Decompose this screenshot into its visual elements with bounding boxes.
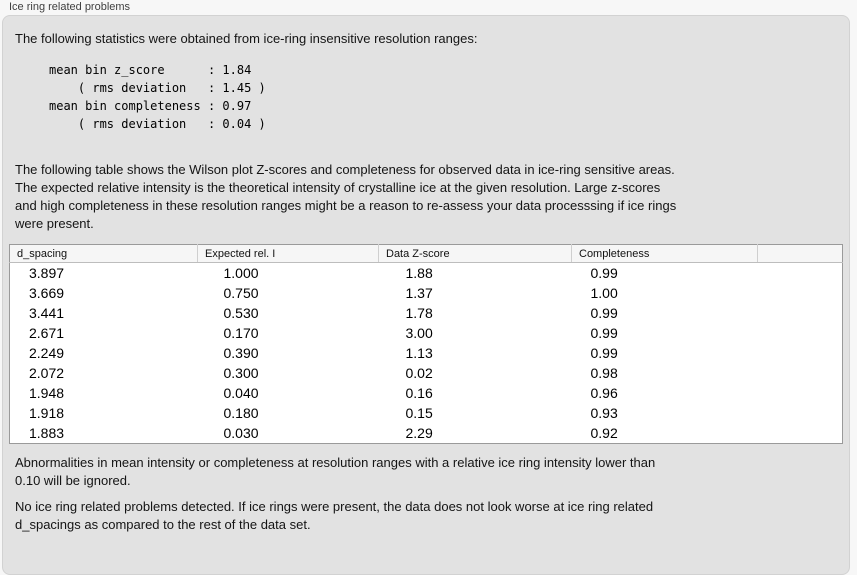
table-cell: 0.300	[223, 365, 259, 381]
intro-text: The following statistics were obtained f…	[15, 31, 478, 46]
table-cell: 0.040	[223, 385, 259, 401]
table-row[interactable]: 1.948 0.040 0.16 0.96	[10, 383, 843, 403]
ice-ring-panel: The following statistics were obtained f…	[2, 15, 850, 575]
table-cell: 0.93	[590, 405, 618, 421]
table-row[interactable]: 2.671 0.170 3.00 0.99	[10, 323, 843, 343]
column-header-expected-rel-i[interactable]: Expected rel. I	[197, 244, 379, 263]
table-cell	[758, 403, 843, 423]
table-cell	[758, 363, 843, 383]
table-cell: 0.530	[223, 305, 259, 321]
table-cell: 1.000	[223, 265, 259, 281]
table-cell: 0.96	[590, 385, 618, 401]
table-cell: 0.030	[223, 425, 259, 441]
table-cell: 3.897	[29, 265, 65, 281]
table-cell: 2.29	[405, 425, 433, 441]
table-cell: 0.170	[223, 325, 259, 341]
table-cell: 2.249	[29, 345, 65, 361]
table-row[interactable]: 2.249 0.390 1.13 0.99	[10, 343, 843, 363]
table-cell	[758, 423, 843, 444]
table-cell: 1.00	[590, 285, 618, 301]
table-row[interactable]: 2.072 0.300 0.02 0.98	[10, 363, 843, 383]
table-cell	[758, 343, 843, 363]
table-cell: 0.99	[590, 345, 618, 361]
column-header-completeness[interactable]: Completeness	[571, 244, 758, 263]
table-cell: 1.88	[405, 265, 433, 281]
column-header-d-spacing[interactable]: d_spacing	[9, 244, 198, 263]
table-cell	[758, 383, 843, 403]
table-row[interactable]: 3.897 1.000 1.88 0.99	[10, 263, 843, 284]
stats-block: mean bin z_score : 1.84 ( rms deviation …	[49, 63, 266, 131]
table-cell: 3.669	[29, 285, 65, 301]
table-cell: 1.918	[29, 405, 65, 421]
table-cell: 1.37	[405, 285, 433, 301]
table-cell	[758, 263, 843, 284]
table-cell: 2.072	[29, 365, 65, 381]
table-cell: 0.02	[405, 365, 433, 381]
table-cell: 0.92	[590, 425, 618, 441]
table-row[interactable]: 3.441 0.530 1.78 0.99	[10, 303, 843, 323]
table-header-row: d_spacing Expected rel. I Data Z-score C…	[9, 244, 843, 263]
table-cell: 3.00	[405, 325, 433, 341]
table-cell: 0.750	[223, 285, 259, 301]
table-row[interactable]: 1.883 0.030 2.29 0.92	[10, 423, 843, 444]
table-cell	[758, 303, 843, 323]
table-cell: 2.671	[29, 325, 65, 341]
table-body: 3.897 1.000 1.88 0.99 3.669 0.750 1.37 1.00 3.44…	[10, 263, 843, 444]
ignore-note-text: Abnormalities in mean intensity or compl…	[15, 455, 656, 488]
ice-ring-table: d_spacing Expected rel. I Data Z-score C…	[9, 244, 843, 444]
table-cell: 0.180	[223, 405, 259, 421]
table-cell: 0.99	[590, 265, 618, 281]
table-caption-text: The following table shows the Wilson plo…	[15, 162, 677, 231]
table-cell: 1.948	[29, 385, 65, 401]
table-cell: 1.78	[405, 305, 433, 321]
table-header: d_spacing Expected rel. I Data Z-score C…	[9, 244, 843, 263]
table-cell	[758, 283, 843, 303]
table-cell	[758, 323, 843, 343]
column-header-blank	[757, 244, 843, 263]
table-cell: 0.16	[405, 385, 433, 401]
table-cell: 0.99	[590, 305, 618, 321]
table-cell: 3.441	[29, 305, 65, 321]
table-cell: 0.99	[590, 325, 618, 341]
table-cell: 1.13	[405, 345, 433, 361]
table-cell: 0.98	[590, 365, 618, 381]
table-cell: 0.390	[223, 345, 259, 361]
table-cell: 0.15	[405, 405, 433, 421]
column-header-data-z-score[interactable]: Data Z-score	[378, 244, 572, 263]
conclusion-text: No ice ring related problems detected. I…	[15, 499, 654, 532]
table-cell: 1.883	[29, 425, 65, 441]
table-row[interactable]: 3.669 0.750 1.37 1.00	[10, 283, 843, 303]
section-title: Ice ring related problems	[9, 1, 131, 13]
table-row[interactable]: 1.918 0.180 0.15 0.93	[10, 403, 843, 423]
